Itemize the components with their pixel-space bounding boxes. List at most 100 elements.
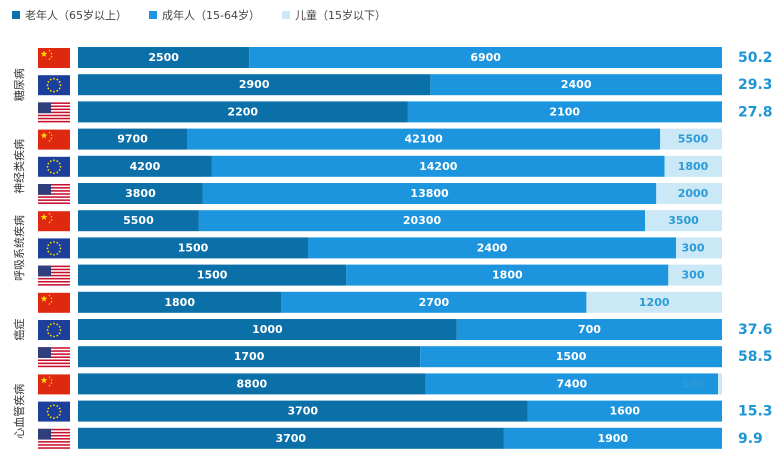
label-elderly-g1-r2: 2900 [239,78,270,91]
flag-canton [38,265,51,277]
side-value-g1-r1: 50.2 [738,50,773,66]
flag-stripe [38,265,70,268]
flag-star [53,77,55,80]
flag-star [59,165,62,168]
us-flag-icon [38,184,70,204]
flag-stripe [38,434,70,437]
flag-star [48,302,51,305]
label-child-g2-r2: 1800 [678,160,709,173]
flag-stripe [38,120,70,123]
flag-stripe [38,284,70,286]
flag-stripe [38,271,70,274]
flag-star [59,410,62,413]
flag-star [46,84,49,87]
bar-adult-g3-r2 [308,237,676,259]
group-label-2: 神经类疾病 [12,139,26,194]
flag-star [58,250,61,253]
flag-star [47,162,50,165]
flag-star [56,334,59,337]
flag-stripe [38,438,70,440]
bar-elderly-g3-r2 [78,237,308,259]
flag-star [48,139,51,142]
group-label-5: 心血管疾病 [12,384,26,439]
flag-star [53,254,55,256]
flag-stripe [38,441,70,443]
bar-child-g2-r3 [656,183,722,204]
flag-star [47,169,50,171]
flag-star [58,244,61,247]
flag-star [49,89,52,92]
legend-item-child: 儿童（15岁以下） [281,7,386,23]
flag-field [38,48,70,68]
us-flag-icon [38,428,70,449]
label-child-g2-r1: 5500 [678,133,709,146]
flag-star [50,300,53,303]
flag-star [59,329,62,331]
side-value-g5-r2: 15.3 [738,404,773,420]
label-elderly-g5-r1: 8800 [237,377,268,390]
flag-star [49,253,52,255]
flag-star [47,87,50,90]
flag-star [47,332,50,335]
flag-star [50,137,53,140]
flag-stripe [38,108,70,111]
legend: 老年人（65岁以上） 成年人（15-64岁） 儿童（15岁以下） [12,6,408,24]
label-adult-g1-r2: 2400 [561,78,592,91]
label-elderly-g2-r2: 4200 [130,160,161,173]
label-elderly-g3-r3: 1500 [197,269,228,282]
bar-child-g2-r2 [664,155,722,177]
label-adult-g2-r1: 42100 [404,133,443,146]
flag-stripe [38,431,70,434]
bar-elderly-g4-r2 [78,319,457,340]
bar-child-g2-r1 [660,128,722,150]
flag-star [56,241,59,244]
flag-stripe [38,117,70,120]
flag-star [58,332,61,335]
bar-adult-g2-r2 [211,155,665,177]
flag-stripe [38,196,70,198]
legend-label-child: 儿童（15岁以下） [294,9,386,22]
flag-stripe [38,447,70,449]
bar-adult-g2-r3 [202,183,657,204]
flag-star [47,81,50,83]
bar-child-g3-r1 [645,210,722,232]
flag-star [56,323,59,326]
flag-star [50,382,53,385]
cn-flag-icon [38,48,70,68]
bar-child-g3-r2 [676,237,722,259]
flag-field [38,320,70,340]
bar-elderly-g5-r2 [78,400,528,422]
flag-star [48,131,51,134]
flag-star [47,244,50,247]
flag-star [59,84,62,87]
flag-star [56,416,59,419]
legend-label-adult: 成年人（15-64岁） [162,9,260,22]
label-adult-g5-r3: 1900 [597,432,628,445]
bar-adult-g1-r3 [407,101,722,123]
bar-child-g3-r3 [668,264,722,286]
flag-star [47,413,50,416]
flag-star [49,416,52,419]
cn-flag-icon [38,129,70,150]
bar-elderly-g4-r3 [78,346,421,368]
flag-stripe [38,277,70,280]
legend-item-adult: 成年人（15-64岁） [149,7,260,23]
flag-star [48,294,51,297]
cn-flag-icon [38,211,70,232]
flag-star [50,52,53,55]
us-flag-icon [38,102,70,123]
label-adult-g5-r1: 7400 [557,377,588,390]
flag-star [40,376,48,384]
flag-star [50,297,53,300]
flag-star [56,171,59,174]
label-adult-g4-r2: 700 [578,323,601,336]
bar-elderly-g1-r1 [78,47,250,68]
us-flag-icon [38,347,70,368]
eu-flag-icon [38,156,70,177]
label-elderly-g3-r2: 1500 [178,241,209,254]
flag-field [38,292,70,313]
bar-adult-g2-r1 [187,128,661,150]
bar-adult-g1-r1 [249,47,722,68]
